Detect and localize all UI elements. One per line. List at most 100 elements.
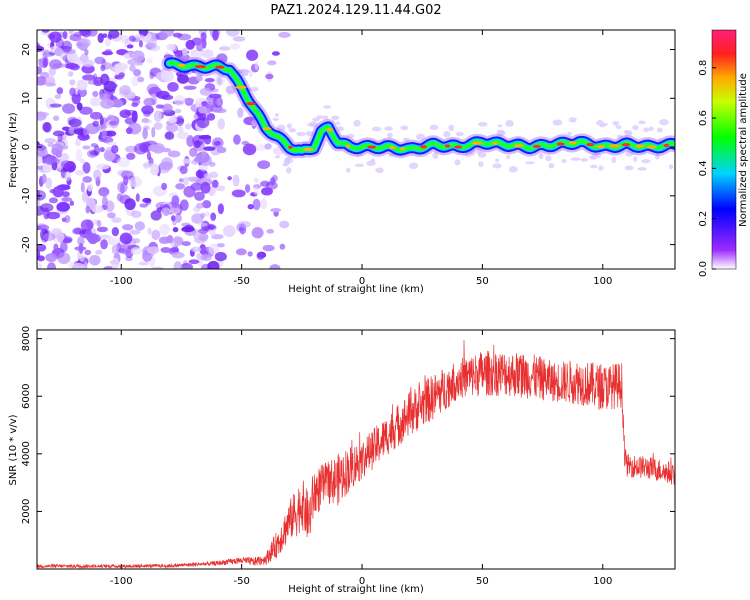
noise-blob: [198, 154, 212, 166]
noise-blob: [100, 64, 106, 72]
noise-blob: [655, 153, 660, 160]
figure-title: PAZ1.2024.129.11.44.G02: [270, 3, 441, 18]
noise-blob: [41, 173, 47, 184]
noise-blob: [497, 124, 503, 128]
noise-blob: [176, 115, 185, 127]
noise-blob: [107, 235, 114, 245]
noise-blob: [229, 43, 241, 50]
noise-blob: [296, 131, 306, 137]
noise-blob: [118, 72, 125, 78]
noise-blob: [477, 121, 488, 127]
noise-blob: [283, 158, 291, 166]
noise-blob: [163, 104, 173, 113]
noise-blob: [142, 197, 152, 203]
noise-blob: [464, 151, 473, 158]
noise-blob: [79, 158, 86, 164]
noise-blob: [160, 246, 172, 254]
noise-blob: [46, 262, 57, 269]
noise-blob: [100, 98, 115, 109]
noise-blob: [52, 186, 64, 198]
noise-blob: [233, 134, 241, 145]
noise-blob: [188, 259, 200, 265]
snr-ytick-label: 8000: [21, 326, 32, 351]
noise-blob: [78, 30, 88, 37]
noise-blob: [200, 254, 212, 262]
noise-blob: [51, 143, 64, 155]
noise-blob: [208, 93, 222, 99]
noise-blob: [624, 130, 633, 137]
noise-blob: [545, 155, 552, 162]
noise-blob: [269, 177, 276, 186]
noise-blob: [191, 246, 202, 253]
noise-blob: [37, 249, 41, 260]
noise-blob: [288, 128, 297, 133]
noise-blob: [120, 183, 125, 195]
noise-blob: [153, 122, 163, 130]
noise-blob: [151, 266, 164, 269]
ridge-peak: [420, 145, 427, 149]
noise-blob: [181, 47, 188, 56]
noise-blob: [123, 175, 129, 186]
noise-blob: [167, 81, 179, 92]
noise-blob: [68, 30, 74, 35]
noise-blob: [244, 184, 251, 193]
noise-blob: [508, 165, 518, 173]
spectrogram-frame: [36, 29, 676, 270]
noise-blob: [159, 223, 171, 236]
noise-blob: [158, 161, 173, 171]
noise-blob: [259, 180, 271, 187]
noise-blob: [75, 169, 85, 176]
noise-blob: [92, 90, 99, 98]
ridge-peak: [586, 142, 595, 147]
noise-blob: [138, 261, 150, 266]
noise-blob: [72, 262, 86, 269]
ridge-peak: [367, 145, 377, 149]
noise-blob: [196, 117, 210, 129]
noise-blob: [198, 106, 208, 114]
noise-blob: [66, 52, 79, 63]
noise-blob: [207, 260, 220, 269]
noise-blob: [186, 135, 195, 148]
noise-blob: [321, 115, 329, 120]
noise-blob: [561, 158, 567, 164]
ridge-peak: [596, 145, 605, 149]
spectrogram-xtick-label: 0: [359, 276, 365, 287]
noise-blob: [346, 167, 351, 173]
noise-blob: [201, 49, 214, 59]
spectrogram-xtick-label: 50: [476, 276, 489, 287]
noise-blob: [278, 31, 291, 38]
noise-blob: [624, 165, 634, 171]
noise-blob: [82, 127, 89, 136]
noise-blob: [40, 203, 54, 212]
ridge-peak: [635, 144, 645, 148]
ridge-peak: [288, 145, 293, 149]
noise-blob: [505, 120, 514, 127]
snr-panel: -100 -50 0 50 100 2000 4000 6000 8000 Height of …: [8, 326, 676, 595]
noise-blob: [37, 111, 50, 117]
noise-blob: [105, 130, 117, 137]
noise-blob: [48, 59, 63, 70]
noise-blob: [161, 207, 171, 216]
noise-blob: [167, 150, 181, 158]
noise-blob: [82, 74, 96, 81]
noise-blob: [110, 257, 120, 269]
noise-blob: [231, 189, 246, 198]
noise-blob: [171, 215, 176, 222]
noise-blob: [184, 123, 192, 130]
noise-blob: [218, 46, 231, 51]
noise-blob: [133, 69, 142, 77]
noise-blob: [174, 213, 182, 223]
noise-blob: [68, 71, 74, 77]
noise-blob: [454, 159, 461, 166]
noise-blob: [336, 126, 344, 132]
noise-blob: [225, 85, 236, 95]
noise-blob: [171, 251, 185, 259]
noise-blob: [254, 144, 268, 151]
noise-blob: [638, 120, 646, 125]
noise-blob: [200, 32, 207, 42]
noise-blob: [174, 50, 183, 58]
noise-blob: [193, 114, 198, 120]
snr-series: [37, 340, 675, 569]
colorbar-gradient: [711, 29, 737, 270]
